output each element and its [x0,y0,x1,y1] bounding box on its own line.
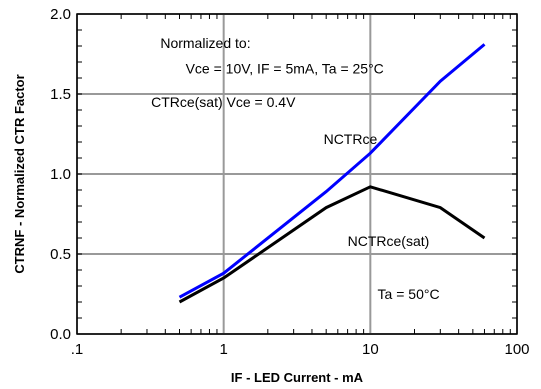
y-axis-title: CTRNF - Normalized CTR Factor [12,74,27,273]
x-tick-label: 100 [504,341,529,358]
y-tick-label: 1.5 [50,86,71,103]
tick-labels: .1 1 10 100 0.0 0.5 1.0 1.5 2.0 [50,6,529,358]
x-axis-title: IF - LED Current - mA [231,370,364,385]
annotation-conditions: Vce = 10V, IF = 5mA, Ta = 25°C [186,60,384,76]
annotation-normalized-to: Normalized to: [160,35,250,51]
y-tick-label: 2.0 [50,6,71,23]
x-tick-label: 10 [362,341,379,358]
annotations: Normalized to: Vce = 10V, IF = 5mA, Ta = … [151,35,439,302]
series-line-1 [178,185,486,304]
y-tick-label: 0.5 [50,246,71,263]
minor-ticks [77,13,517,335]
series-layer [178,43,486,304]
annotation-nctrce-sat-label: NCTRce(sat) [348,233,430,249]
y-tick-label: 0.0 [50,326,71,343]
x-tick-label: .1 [71,341,84,358]
annotation-sat-condition: CTRce(sat) Vce = 0.4V [151,94,296,110]
annotation-nctrce-label: NCTRce [324,131,378,147]
y-tick-label: 1.0 [50,166,71,183]
x-tick-label: 1 [219,341,227,358]
annotation-ta-label: Ta = 50°C [378,286,440,302]
series-line-0 [178,43,486,299]
